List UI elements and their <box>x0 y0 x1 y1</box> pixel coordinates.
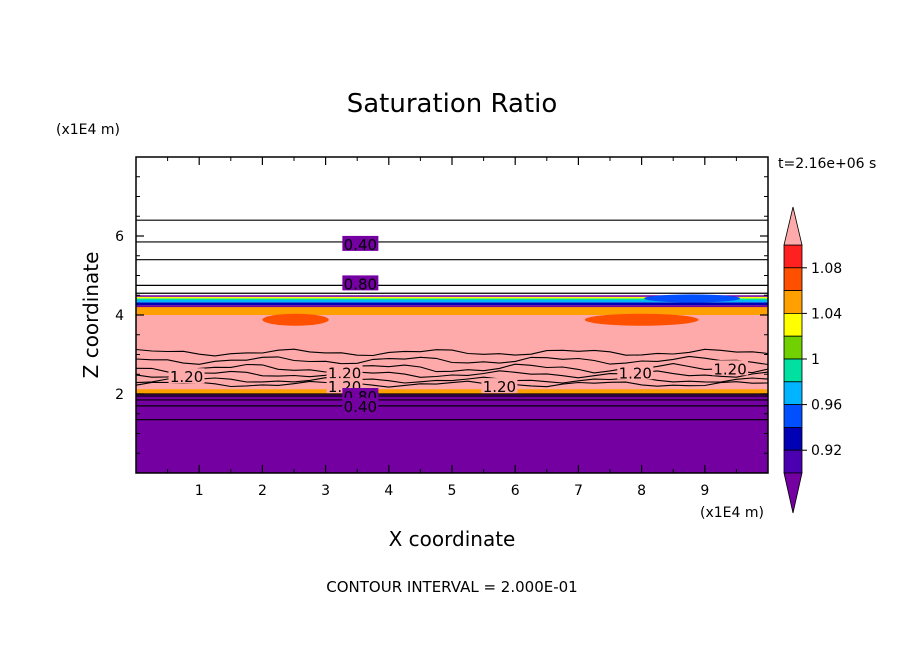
y-tick-label: 2 <box>115 387 124 403</box>
contour-label: 1.20 <box>170 368 203 386</box>
chart-title: Saturation Ratio <box>347 89 558 119</box>
x-tick-label: 2 <box>258 483 267 499</box>
contour-label: 1.20 <box>483 378 516 396</box>
contour-label: 1.20 <box>328 364 361 382</box>
contour-label: 0.80 <box>344 275 377 293</box>
x-tick-label: 4 <box>384 483 393 499</box>
contour-label: 0.40 <box>344 398 377 416</box>
contour-label: 1.20 <box>713 360 746 378</box>
colorbar-tick-label: 0.92 <box>811 443 842 459</box>
color-band <box>136 296 768 299</box>
contour-lines <box>135 219 769 421</box>
color-band <box>136 307 768 315</box>
colorbar-segment <box>783 426 803 451</box>
x-axis-unit: (x1E4 m) <box>700 505 764 521</box>
color-band <box>136 299 768 303</box>
contour-label-bg <box>481 378 518 394</box>
contour-interval-note: CONTOUR INTERVAL = 2.000E-01 <box>326 578 577 596</box>
plot-area <box>136 294 768 473</box>
contour-line <box>135 370 769 379</box>
colorbar-tick-label: 1.08 <box>811 261 842 277</box>
contour-label-bg <box>326 364 363 380</box>
contour-line <box>135 355 769 366</box>
colorbar-segment <box>783 358 803 383</box>
x-tick-label: 7 <box>574 483 583 499</box>
time-label: t=2.16e+06 s <box>778 156 876 172</box>
x-tick-label: 5 <box>448 483 457 499</box>
colorbar-extend-max <box>783 206 803 246</box>
colorbar-segment <box>783 335 803 360</box>
x-axis-ticks: 1 2 3 4 5 6 7 8 9 <box>167 157 737 499</box>
x-tick-label: 9 <box>700 483 709 499</box>
colorbar-segment <box>783 267 803 291</box>
contour-label-bg <box>342 397 379 413</box>
contour-label-bg <box>617 364 654 380</box>
x-axis-label: X coordinate <box>389 527 516 551</box>
contour-label-bg <box>712 360 749 376</box>
y-axis-unit: (x1E4 m) <box>56 122 120 138</box>
color-band <box>136 389 768 394</box>
contour-label: 1.20 <box>619 364 652 382</box>
colorbar-segment <box>783 244 803 269</box>
contour-label-bg <box>168 368 205 384</box>
x-tick-label: 3 <box>321 483 330 499</box>
colorbar-tick-label: 1.04 <box>811 306 842 322</box>
contour-label-bg <box>342 275 379 291</box>
colorbar-segment <box>783 312 803 337</box>
y-tick-label: 6 <box>115 229 124 245</box>
x-tick-label: 1 <box>195 483 204 499</box>
contour-line <box>135 380 769 388</box>
red-patch <box>584 313 699 326</box>
colorbar-segment <box>783 381 803 405</box>
color-band <box>136 298 768 300</box>
y-axis-ticks: 2 4 6 <box>115 176 768 454</box>
colorbar: 0.92 0.96 1 1.04 1.08 <box>783 206 842 514</box>
contour-line <box>135 363 769 374</box>
x-tick-label: 8 <box>637 483 646 499</box>
y-tick-label: 4 <box>115 308 124 324</box>
colorbar-tick-label: 1 <box>811 352 820 368</box>
contour-line <box>135 348 769 357</box>
contour-label: 0.40 <box>344 236 377 254</box>
blue-patch <box>644 294 741 303</box>
color-band <box>136 302 768 306</box>
colorbar-tick-label: 0.96 <box>811 398 842 414</box>
colorbar-segment <box>783 449 803 474</box>
color-band <box>136 295 768 297</box>
contour-line <box>135 376 769 384</box>
red-patch <box>262 313 329 326</box>
y-axis-label: Z coordinate <box>79 252 103 379</box>
contour-labels: 0.400.801.20 1.201.20 1.201.20 1.200.800.40 <box>168 235 749 416</box>
colorbar-segment <box>783 404 803 428</box>
x-tick-label: 6 <box>511 483 520 499</box>
contour-label-bg <box>342 235 379 251</box>
colorbar-segment <box>783 290 803 314</box>
colorbar-extend-min <box>783 472 803 514</box>
